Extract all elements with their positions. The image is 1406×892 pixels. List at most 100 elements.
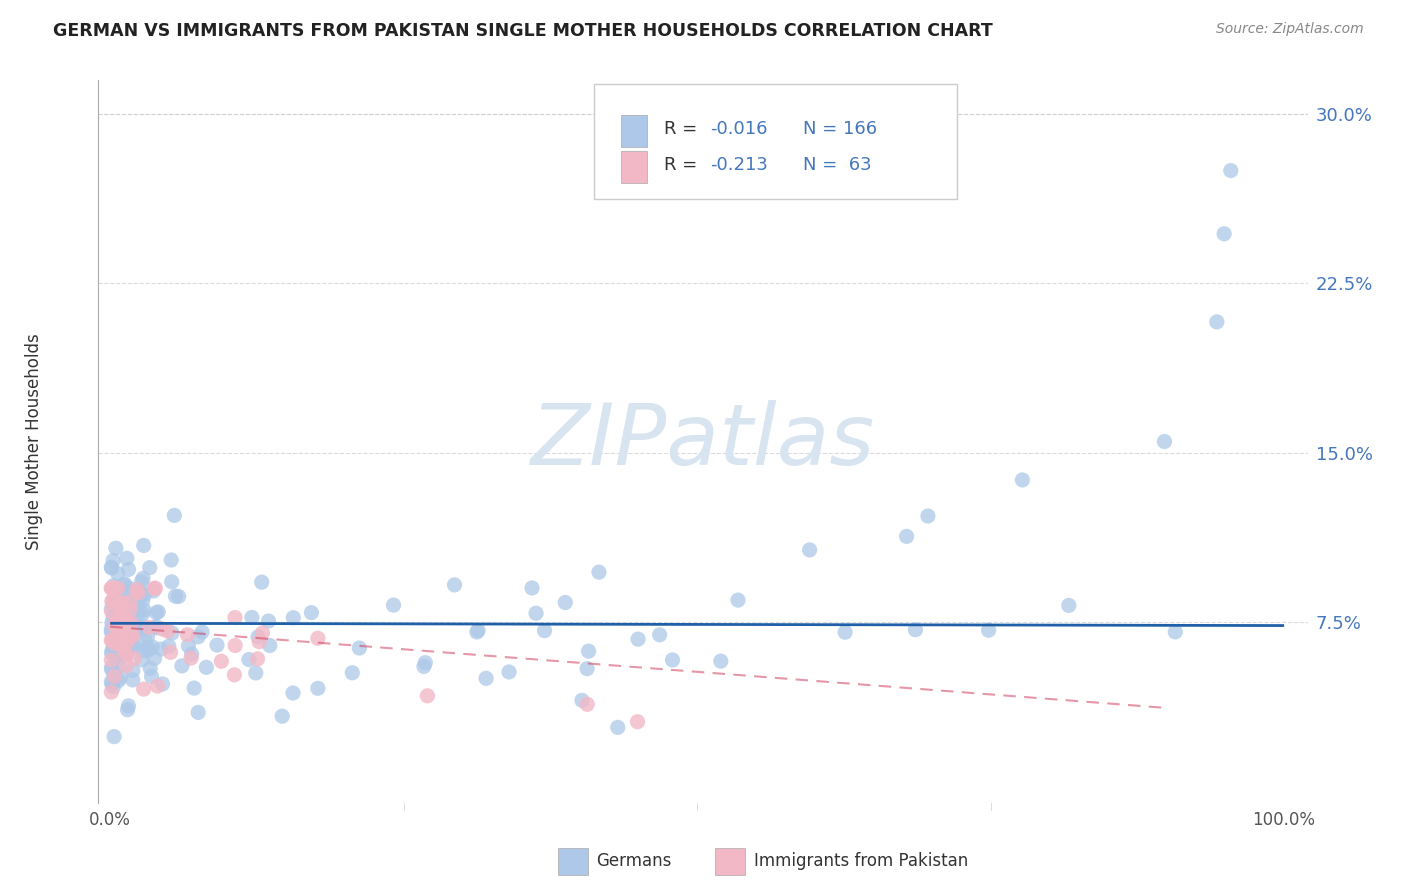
Point (127, 594, 149, 608)
Point (576, 662, 599, 676)
Point (160, 574, 183, 589)
Y-axis label: Single Mother Households: Single Mother Households (25, 334, 42, 549)
Point (100, 662, 122, 676)
Point (727, 593, 749, 607)
Point (105, 651, 128, 665)
Point (129, 587, 152, 601)
Text: N = 166: N = 166 (803, 120, 877, 137)
Point (271, 709, 294, 723)
Point (104, 607, 127, 621)
Point (101, 594, 124, 608)
Point (117, 637, 139, 651)
Point (100, 605, 122, 619)
Point (834, 625, 856, 640)
Point (103, 610, 125, 624)
Point (111, 628, 134, 642)
Point (465, 625, 488, 640)
Point (626, 714, 648, 729)
Point (1219, 163, 1241, 178)
Point (120, 631, 142, 645)
Point (105, 612, 128, 626)
Point (131, 607, 153, 621)
Point (131, 653, 153, 667)
Point (533, 624, 555, 638)
Point (146, 679, 169, 693)
Point (101, 677, 124, 691)
Point (917, 509, 939, 524)
Point (142, 584, 165, 599)
Point (103, 730, 125, 744)
Bar (716, 847, 745, 875)
Point (108, 658, 131, 673)
Point (904, 623, 927, 637)
Point (110, 624, 132, 638)
Point (117, 703, 139, 717)
Point (524, 606, 547, 620)
Point (103, 669, 125, 683)
Point (122, 597, 145, 611)
Point (132, 644, 155, 658)
Point (114, 646, 136, 660)
Point (103, 593, 125, 607)
Point (240, 610, 263, 624)
Point (195, 660, 218, 674)
Point (578, 644, 600, 658)
Point (114, 645, 136, 659)
Point (148, 605, 170, 619)
Point (661, 653, 683, 667)
Point (114, 620, 136, 634)
Point (100, 582, 122, 596)
Point (111, 596, 134, 610)
Point (101, 632, 124, 647)
Point (141, 669, 163, 683)
Text: R =: R = (664, 120, 703, 137)
Point (117, 596, 139, 610)
Point (576, 698, 599, 712)
Point (125, 624, 148, 638)
Point (115, 612, 138, 626)
Point (100, 685, 122, 699)
Point (342, 665, 364, 680)
Point (187, 706, 209, 720)
Point (475, 671, 498, 685)
Point (104, 648, 127, 663)
Point (170, 658, 193, 673)
Point (128, 606, 150, 620)
Point (150, 622, 173, 636)
Point (183, 681, 205, 695)
Point (100, 622, 122, 636)
Point (125, 582, 148, 597)
Point (467, 624, 489, 638)
Point (101, 594, 124, 608)
Point (107, 606, 129, 620)
Point (107, 673, 129, 688)
Point (101, 553, 124, 567)
Point (115, 635, 138, 649)
Text: Source: ZipAtlas.com: Source: ZipAtlas.com (1216, 22, 1364, 37)
Point (104, 601, 127, 615)
Point (238, 652, 260, 666)
Point (110, 638, 132, 652)
Point (131, 622, 153, 636)
Point (105, 631, 128, 645)
Point (101, 615, 124, 630)
Point (209, 654, 232, 668)
Text: -0.213: -0.213 (710, 156, 768, 174)
Text: N =  63: N = 63 (803, 156, 872, 174)
Point (141, 640, 163, 654)
Point (132, 682, 155, 697)
Point (120, 616, 142, 631)
Point (187, 630, 209, 644)
Point (416, 689, 439, 703)
Point (100, 625, 122, 640)
Point (101, 582, 124, 596)
Point (103, 636, 125, 650)
Point (110, 670, 132, 684)
Point (307, 681, 329, 696)
Point (117, 562, 139, 576)
Point (177, 639, 200, 653)
Point (252, 626, 274, 640)
Point (176, 628, 198, 642)
Point (281, 686, 304, 700)
Point (127, 585, 149, 599)
